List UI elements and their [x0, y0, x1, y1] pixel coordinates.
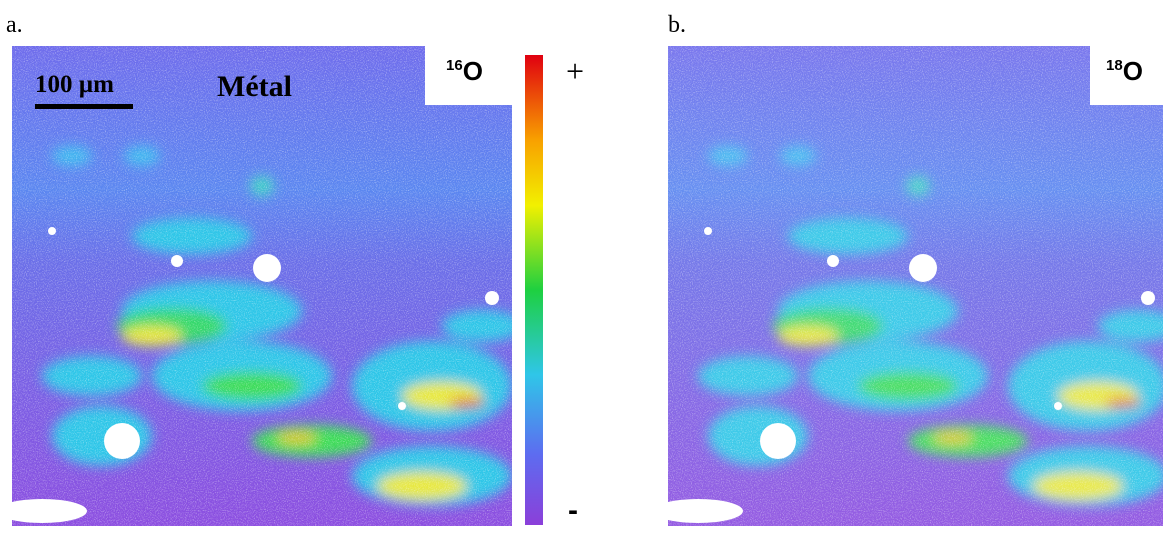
panel-label: b.: [668, 12, 686, 38]
panel-label: a.: [6, 12, 23, 38]
element: O: [463, 56, 483, 86]
label-box: [425, 46, 512, 105]
isotope-label: 16O: [446, 56, 483, 86]
colorbar-max: +: [566, 53, 584, 89]
ion-map: [0, 46, 522, 526]
element: O: [1123, 56, 1143, 86]
ion-map: [653, 46, 1163, 526]
isotope-label: 18O: [1106, 56, 1143, 86]
scale-bar-label: 100 µm: [35, 71, 114, 98]
colorbar-min: -: [568, 494, 578, 527]
region-label: Métal: [217, 70, 292, 103]
mass-number: 18: [1106, 57, 1123, 74]
colorbar: [525, 55, 543, 525]
mass-number: 16: [446, 57, 463, 74]
label-box: [1090, 46, 1163, 105]
scale-bar: [35, 104, 133, 109]
